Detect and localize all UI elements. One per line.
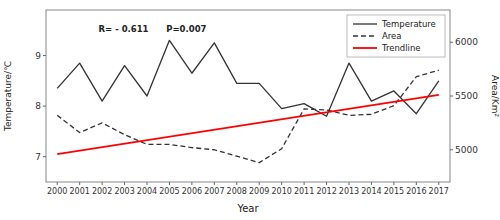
x-tick <box>259 182 260 185</box>
x-tick <box>147 182 148 185</box>
x-tick-label: 2000 <box>47 187 67 196</box>
x-tick <box>102 182 103 185</box>
x-tick-label: 2014 <box>361 187 381 196</box>
x-tick-label: 2004 <box>137 187 157 196</box>
x-tick <box>438 182 439 185</box>
y-tick <box>43 106 46 107</box>
series-line <box>57 95 439 154</box>
y-tick <box>43 156 46 157</box>
y2-tick-label: 5500 <box>455 91 478 101</box>
x-tick-label: 2010 <box>271 187 291 196</box>
x-tick-label: 2011 <box>294 187 314 196</box>
x-tick-label: 2001 <box>69 187 89 196</box>
y-axis-label: Temperature/℃ <box>3 61 13 132</box>
annotation: R= - 0.611 P=0.007 <box>99 24 207 34</box>
x-tick-label: 2007 <box>204 187 224 196</box>
legend: Temperature Area Trendline <box>347 15 445 57</box>
x-tick <box>371 182 372 185</box>
x-tick <box>191 182 192 185</box>
plot-frame <box>46 10 450 182</box>
y2-tick-label: 6000 <box>455 37 478 47</box>
legend-label: Temperature <box>381 19 436 29</box>
y-tick <box>43 55 46 56</box>
x-tick <box>326 182 327 185</box>
x-tick-label: 2016 <box>406 187 426 196</box>
x-axis-label: Year <box>236 203 259 214</box>
y-tick-label: 8 <box>35 101 41 111</box>
legend-swatch <box>353 47 377 49</box>
y2-axis-label: Area/Km² <box>490 75 500 117</box>
series-line <box>57 70 439 162</box>
y2-tick-label: 5000 <box>455 145 478 155</box>
legend-label: Area <box>382 31 402 41</box>
x-tick-label: 2003 <box>114 187 134 196</box>
x-tick <box>281 182 282 185</box>
legend-swatch <box>353 35 377 36</box>
y2-tick <box>450 96 453 97</box>
x-tick-label: 2013 <box>339 187 359 196</box>
x-tick-label: 2008 <box>227 187 247 196</box>
x-tick-label: 2009 <box>249 187 269 196</box>
x-tick-label: 2002 <box>92 187 112 196</box>
x-tick <box>214 182 215 185</box>
x-tick <box>124 182 125 185</box>
legend-box <box>347 15 445 57</box>
legend-label: Trendline <box>381 43 421 53</box>
x-tick <box>304 182 305 185</box>
y-tick-label: 9 <box>35 51 41 61</box>
x-tick <box>416 182 417 185</box>
x-tick <box>57 182 58 185</box>
y2-tick <box>450 149 453 150</box>
x-tick <box>236 182 237 185</box>
x-tick <box>169 182 170 185</box>
x-tick <box>393 182 394 185</box>
x-tick-label: 2015 <box>384 187 404 196</box>
legend-swatch <box>353 23 377 24</box>
x-tick-label: 2017 <box>429 187 449 196</box>
series-line <box>57 40 439 116</box>
x-tick <box>79 182 80 185</box>
plot-area <box>57 40 439 162</box>
x-tick <box>349 182 350 185</box>
x-tick-label: 2012 <box>316 187 336 196</box>
x-tick-label: 2006 <box>182 187 202 196</box>
chart: 2000200120022003200420052006200720082009… <box>0 0 500 220</box>
background <box>0 0 500 220</box>
y2-tick <box>450 42 453 43</box>
y-tick-label: 7 <box>35 152 41 162</box>
x-tick-label: 2005 <box>159 187 179 196</box>
